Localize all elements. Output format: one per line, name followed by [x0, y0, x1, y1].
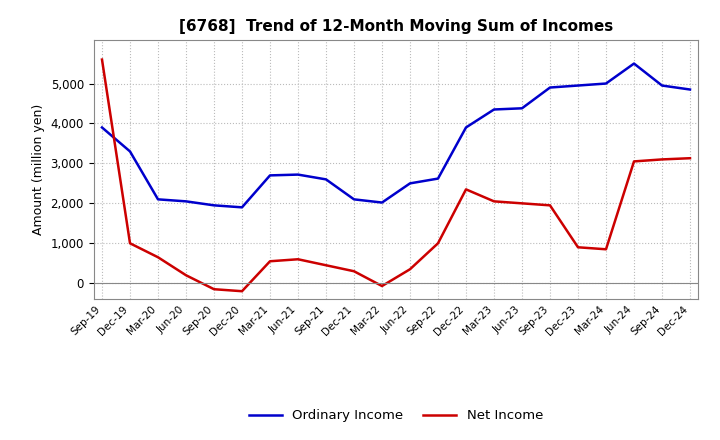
Net Income	[181, 273, 190, 278]
Net Income	[518, 201, 526, 206]
Ordinary Income	[685, 87, 694, 92]
Ordinary Income	[181, 199, 190, 204]
Ordinary Income	[266, 173, 274, 178]
Ordinary Income	[210, 203, 218, 208]
Net Income	[630, 159, 639, 164]
Ordinary Income	[574, 83, 582, 88]
Ordinary Income	[126, 149, 135, 154]
Net Income	[378, 283, 387, 289]
Net Income	[657, 157, 666, 162]
Net Income	[98, 57, 107, 62]
Ordinary Income	[433, 176, 442, 181]
Ordinary Income	[378, 200, 387, 205]
Y-axis label: Amount (million yen): Amount (million yen)	[32, 104, 45, 235]
Ordinary Income	[98, 125, 107, 130]
Net Income	[685, 156, 694, 161]
Ordinary Income	[490, 107, 498, 112]
Net Income	[490, 199, 498, 204]
Net Income	[294, 257, 302, 262]
Ordinary Income	[630, 61, 639, 66]
Net Income	[574, 245, 582, 250]
Ordinary Income	[546, 85, 554, 90]
Ordinary Income	[153, 197, 162, 202]
Net Income	[322, 263, 330, 268]
Ordinary Income	[518, 106, 526, 111]
Ordinary Income	[350, 197, 359, 202]
Title: [6768]  Trend of 12-Month Moving Sum of Incomes: [6768] Trend of 12-Month Moving Sum of I…	[179, 19, 613, 34]
Ordinary Income	[657, 83, 666, 88]
Line: Net Income: Net Income	[102, 59, 690, 291]
Ordinary Income	[294, 172, 302, 177]
Ordinary Income	[322, 177, 330, 182]
Net Income	[126, 241, 135, 246]
Net Income	[153, 255, 162, 260]
Net Income	[602, 247, 611, 252]
Net Income	[350, 268, 359, 274]
Net Income	[462, 187, 470, 192]
Net Income	[266, 259, 274, 264]
Net Income	[433, 241, 442, 246]
Ordinary Income	[462, 125, 470, 130]
Line: Ordinary Income: Ordinary Income	[102, 63, 690, 207]
Net Income	[238, 289, 246, 294]
Net Income	[210, 286, 218, 292]
Net Income	[405, 267, 414, 272]
Net Income	[546, 203, 554, 208]
Legend: Ordinary Income, Net Income: Ordinary Income, Net Income	[243, 404, 549, 428]
Ordinary Income	[238, 205, 246, 210]
Ordinary Income	[602, 81, 611, 86]
Ordinary Income	[405, 181, 414, 186]
